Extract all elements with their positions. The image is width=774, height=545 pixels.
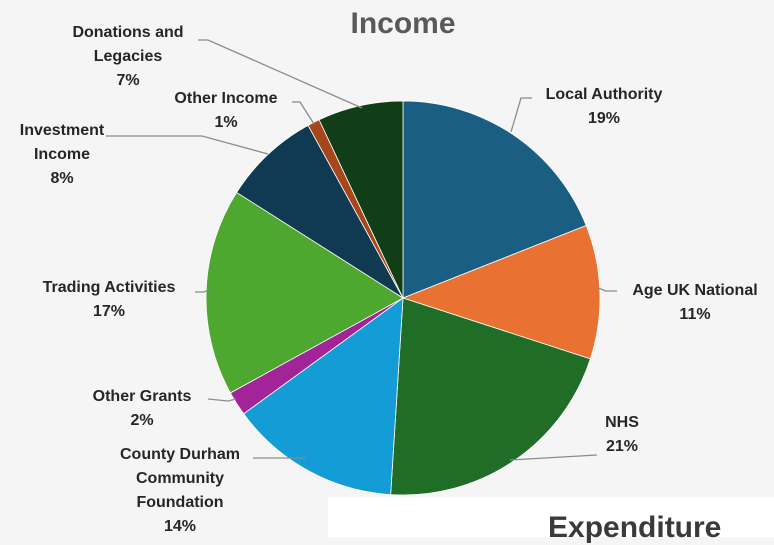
slice-name: Community [136,470,224,487]
slice-label-5: Trading Activities 17% [43,279,176,320]
leader-line-1 [597,287,617,292]
leader-line-2 [509,454,598,461]
slice-label-0: Local Authority 19% [546,86,663,127]
chart-title: Income [350,7,455,40]
leader-lines [106,39,617,461]
slice-name: Trading Activities [43,279,176,296]
leader-line-0 [510,97,532,133]
slice-percent: 7% [116,72,139,89]
slice-name: NHS [605,414,639,431]
pie-slice-3 [243,297,404,496]
slice-label-2: NHS 21% [605,414,639,455]
slice-name: Income [34,146,90,163]
slice-name: Foundation [136,494,223,511]
slice-percent: 19% [588,110,620,127]
slice-label-4: Other Grants 2% [93,388,192,429]
slice-percent: 21% [606,438,638,455]
slice-labels: Local Authority 19% Age UK National 11% NHS 2… [20,24,758,535]
slice-name: Age UK National [632,282,757,299]
slice-percent: 11% [679,306,710,323]
pie-slice-0 [402,100,587,299]
slice-percent: 1% [214,114,237,131]
expenditure-chart-panel [328,497,774,537]
slice-name: Legacies [94,48,163,65]
pie-slices [205,100,601,496]
slice-label-8: Donations and Legacies 7% [72,24,183,89]
slice-percent: 8% [50,170,73,187]
leader-line-6 [106,135,269,155]
slice-name: Local Authority [546,86,663,103]
slice-percent: 14% [164,518,196,535]
slice-label-6: Investment Income 8% [20,122,105,187]
leader-line-7 [292,101,315,125]
slice-label-7: Other Income 1% [174,90,277,131]
expenditure-chart-title: Expenditure [548,511,722,544]
slice-name: Donations and [72,24,183,41]
leader-line-5 [195,289,210,293]
slice-name: County Durham [120,446,240,463]
leader-line-8 [198,39,363,109]
slice-name: Other Income [174,90,277,107]
pie-slice-2 [390,297,591,496]
slice-label-3: County Durham Community Foundation 14% [120,446,240,535]
pie-slice-1 [401,224,601,360]
pie-slice-6 [236,124,404,299]
slice-name: Other Grants [93,388,192,405]
slice-name: Investment [20,122,105,139]
slice-percent: 17% [93,303,125,320]
slice-label-1: Age UK National 11% [632,282,757,323]
pie-slice-8 [318,100,404,299]
slice-percent: 2% [130,412,153,429]
leader-line-4 [207,398,237,402]
